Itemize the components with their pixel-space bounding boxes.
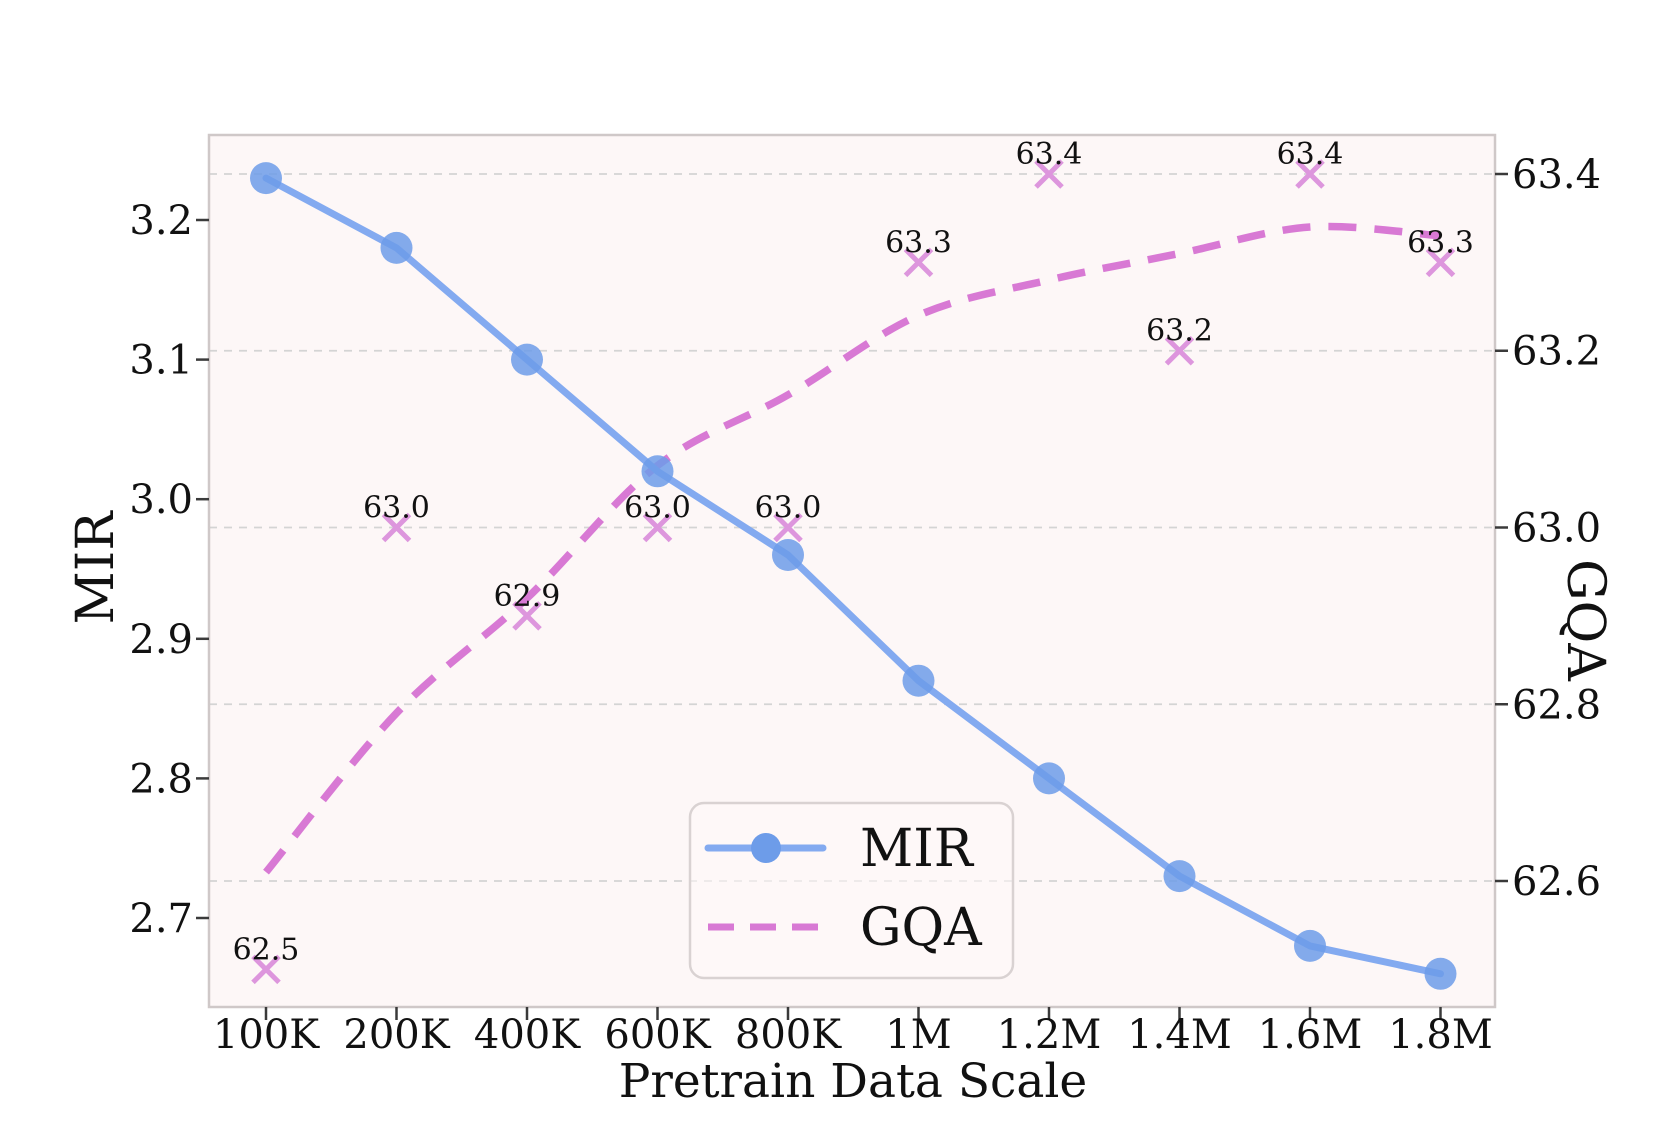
gqa-value-annotations: 62.5 63.0 62.9 63.0 63.0 63.3 63.4 63.2 63.4 63.3 bbox=[233, 137, 1474, 967]
gqa-value-label: 62.5 bbox=[233, 932, 300, 967]
y-left-tick-label: 3.1 bbox=[129, 338, 193, 384]
legend-label-mir: MIR bbox=[860, 819, 975, 879]
gqa-data-point bbox=[251, 954, 281, 985]
gqa-data-point bbox=[1164, 335, 1195, 366]
x-tick-label: 400K bbox=[474, 1012, 581, 1058]
x-tick-label: 1.4M bbox=[1127, 1012, 1232, 1058]
mir-data-point bbox=[511, 343, 543, 376]
gqa-data-point bbox=[1295, 159, 1325, 189]
x-tick-label: 1.6M bbox=[1258, 1012, 1363, 1058]
gqa-data-point bbox=[381, 512, 412, 543]
mir-data-point bbox=[1163, 860, 1196, 893]
gqa-value-label: 63.4 bbox=[1277, 137, 1344, 172]
gqa-data-point bbox=[1425, 247, 1456, 278]
mir-data-point bbox=[641, 455, 674, 488]
x-tick-label: 800K bbox=[735, 1012, 842, 1058]
y-left-tick-label: 3.2 bbox=[129, 198, 193, 244]
x-tick-label: 100K bbox=[213, 1012, 320, 1058]
mir-line-series bbox=[250, 162, 1457, 990]
y-left-tick-label: 3.0 bbox=[129, 477, 193, 523]
x-tick-label: 1M bbox=[885, 1012, 951, 1058]
gqa-trend-series bbox=[263, 222, 1441, 875]
mir-data-point bbox=[1033, 762, 1065, 795]
y-left-tick-label: 2.8 bbox=[129, 756, 193, 802]
y-right-tick-label: 63.2 bbox=[1512, 329, 1601, 375]
y-axis-left: 3.2 3.1 3.0 2.9 2.8 2.7 bbox=[129, 198, 209, 942]
mir-data-point bbox=[772, 539, 804, 571]
gqa-data-point bbox=[773, 512, 803, 543]
x-tick-label: 1.8M bbox=[1388, 1012, 1493, 1058]
mir-line bbox=[262, 174, 1444, 978]
gqa-trend-line bbox=[263, 222, 1441, 875]
x-axis: 100K 200K 400K 600K 800K 1M 1.2M 1.4M 1.6M 1.8M bbox=[213, 1007, 1493, 1058]
mir-data-point bbox=[250, 162, 282, 195]
legend: MIR GQA bbox=[688, 801, 1015, 980]
gqa-value-label: 63.0 bbox=[755, 491, 822, 526]
mir-data-point bbox=[1294, 929, 1326, 962]
y-left-tick-label: 2.9 bbox=[129, 617, 193, 663]
gqa-value-label: 63.0 bbox=[624, 491, 691, 526]
legend-mir-marker-sample bbox=[751, 833, 781, 863]
y-right-tick-label: 63.4 bbox=[1512, 152, 1601, 198]
gridlines bbox=[209, 173, 1495, 882]
gqa-data-point bbox=[512, 601, 542, 631]
gqa-value-label: 63.4 bbox=[1016, 137, 1083, 172]
x-axis-title: Pretrain Data Scale bbox=[619, 1054, 1087, 1109]
gqa-value-label: 63.3 bbox=[1407, 225, 1474, 260]
gqa-data-point bbox=[642, 512, 673, 543]
y-left-tick-label: 2.7 bbox=[129, 896, 193, 942]
gqa-data-point bbox=[903, 247, 934, 278]
plot-border bbox=[207, 133, 1497, 1009]
gqa-value-label: 63.3 bbox=[885, 225, 952, 260]
x-tick-label: 600K bbox=[604, 1012, 711, 1058]
y-axis-title-left: MIR bbox=[66, 510, 126, 625]
gqa-data-point bbox=[1034, 159, 1064, 189]
y-right-tick-label: 63.0 bbox=[1512, 506, 1601, 552]
y-right-tick-label: 62.6 bbox=[1512, 859, 1601, 905]
legend-label-gqa: GQA bbox=[860, 898, 983, 958]
gqa-value-label: 63.0 bbox=[363, 491, 430, 526]
gqa-value-label: 62.9 bbox=[494, 579, 561, 614]
y-axis-right: 63.4 63.2 63.0 62.8 62.6 bbox=[1495, 152, 1601, 905]
y-right-tick-label: 62.8 bbox=[1512, 682, 1601, 728]
x-tick-label: 1.2M bbox=[997, 1012, 1102, 1058]
mir-data-point bbox=[380, 231, 413, 264]
gqa-value-label: 63.2 bbox=[1146, 314, 1213, 349]
gqa-scatter-markers bbox=[251, 159, 1456, 985]
x-tick-label: 200K bbox=[343, 1012, 450, 1058]
mir-data-point bbox=[902, 664, 935, 697]
y-axis-title-right: GQA bbox=[1555, 559, 1615, 682]
mir-data-point bbox=[1424, 957, 1457, 990]
